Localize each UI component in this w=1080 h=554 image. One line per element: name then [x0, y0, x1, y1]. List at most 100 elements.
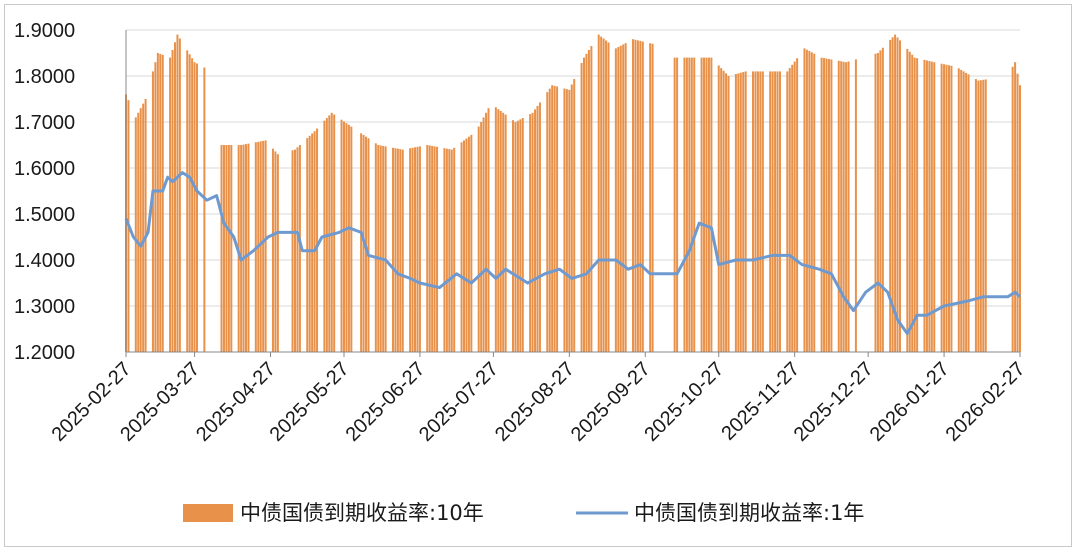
bar-10y	[786, 71, 789, 353]
bar-10y	[685, 57, 688, 352]
bar-10y	[837, 60, 840, 352]
bar-10y	[676, 57, 679, 352]
bar-10y	[808, 51, 811, 352]
bar-10y	[521, 118, 524, 352]
bar-10y	[494, 107, 497, 352]
bar-10y	[950, 65, 953, 352]
bar-10y	[551, 85, 554, 352]
y-tick-label: 1.7000	[14, 112, 75, 134]
bar-10y	[203, 67, 206, 353]
bar-10y	[485, 112, 488, 352]
bar-10y	[827, 58, 830, 352]
bar-10y	[171, 49, 174, 353]
bar-10y	[898, 40, 901, 352]
x-tick-label: 2025-07-27	[415, 358, 503, 446]
legend-label-1y: 中债国债到期收益率:1年	[634, 501, 864, 525]
bar-10y	[923, 59, 926, 353]
bar-10y	[161, 54, 164, 353]
bar-10y	[725, 73, 728, 353]
bar-10y	[379, 145, 382, 352]
bar-10y	[556, 86, 559, 352]
bar-10y	[649, 43, 652, 352]
bar-10y	[538, 102, 541, 352]
bar-10y	[693, 57, 696, 352]
bar-10y	[913, 57, 916, 352]
bar-10y	[308, 135, 311, 352]
bar-10y	[632, 39, 635, 352]
bar-10y	[791, 64, 794, 352]
bar-10y	[583, 57, 586, 352]
bar-10y	[311, 133, 314, 352]
bar-10y	[137, 112, 140, 352]
bar-10y	[347, 124, 350, 352]
bar-10y	[1019, 85, 1021, 352]
bar-10y	[511, 120, 514, 352]
bar-10y	[774, 71, 777, 353]
bar-10y	[965, 72, 968, 353]
bar-10y	[854, 59, 857, 353]
bar-10y	[134, 117, 137, 353]
bar-10y	[756, 71, 759, 353]
bar-10y	[546, 92, 549, 352]
y-tick-label: 1.4000	[14, 250, 75, 272]
bar-10y	[465, 138, 468, 352]
bar-10y	[262, 140, 265, 352]
bar-10y	[426, 145, 429, 352]
bar-10y	[548, 88, 551, 353]
y-tick-label: 1.8000	[14, 66, 75, 88]
bar-10y	[529, 114, 532, 352]
y-tick-label: 1.9000	[14, 20, 75, 42]
bar-10y	[734, 74, 737, 352]
bar-10y	[614, 48, 617, 353]
bar-10y	[634, 39, 637, 353]
bar-10y	[463, 140, 466, 352]
bar-10y	[467, 136, 470, 352]
bar-10y	[313, 131, 316, 352]
bar-10y	[943, 64, 946, 353]
y-tick-label: 1.3000	[14, 296, 75, 318]
bar-series-10y	[125, 34, 1021, 353]
bar-10y	[443, 148, 446, 352]
bar-10y	[722, 70, 725, 353]
bar-10y	[188, 54, 191, 353]
line-1y	[124, 171, 1022, 336]
bar-10y	[384, 146, 387, 352]
bar-10y	[482, 117, 485, 353]
bar-10y	[947, 65, 950, 353]
bar-10y	[639, 40, 642, 353]
bar-10y	[889, 39, 892, 353]
bar-10y	[788, 68, 791, 353]
bar-10y	[600, 36, 603, 352]
bar-10y	[296, 147, 299, 352]
bar-10y	[928, 61, 931, 353]
bar-10y	[519, 119, 522, 353]
y-tick-label: 1.5000	[14, 204, 75, 226]
bar-10y	[159, 53, 162, 353]
bar-10y	[771, 71, 774, 353]
bar-10y	[710, 57, 713, 352]
legend: 中债国债到期收益率:10年 中债国债到期收益率:1年	[183, 501, 864, 525]
bar-10y	[803, 48, 806, 353]
bar-10y	[967, 74, 970, 352]
bar-10y	[391, 147, 394, 352]
bar-10y	[700, 57, 703, 352]
bar-10y	[957, 68, 960, 352]
bar-10y	[906, 48, 909, 352]
bar-10y	[294, 149, 296, 352]
bar-10y	[156, 53, 159, 352]
bar-10y	[707, 57, 710, 352]
bar-10y	[377, 145, 380, 352]
bar-10y	[345, 123, 348, 353]
bar-10y	[450, 149, 453, 352]
bar-10y	[624, 43, 627, 352]
bar-10y	[186, 50, 189, 353]
bar-10y	[879, 50, 882, 353]
bar-10y	[805, 49, 808, 353]
bar-10y	[651, 43, 654, 353]
bar-10y	[342, 121, 345, 352]
bar-10y	[977, 80, 980, 352]
bar-10y	[240, 145, 243, 352]
bar-10y	[340, 119, 343, 352]
bar-10y	[933, 62, 936, 352]
